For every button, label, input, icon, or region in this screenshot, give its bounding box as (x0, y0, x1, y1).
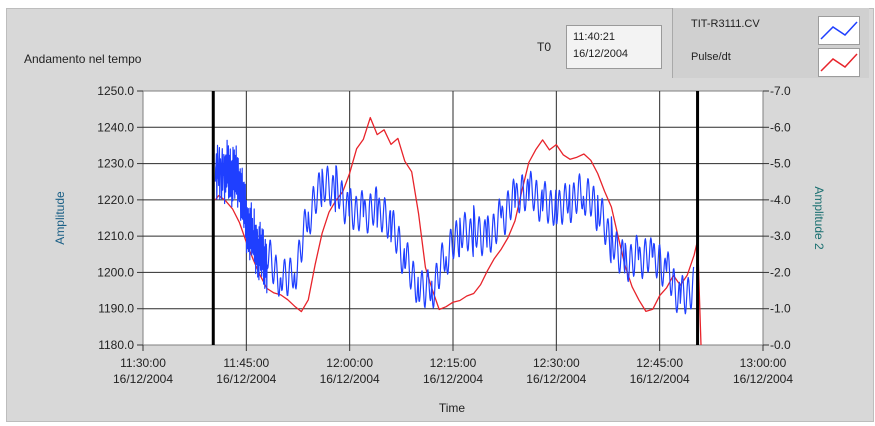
x-axis: 11:30:00 16/12/2004 11:45:00 16/12/2004 12:0… (113, 345, 793, 386)
x-axis-tick-time: 12:00:00 (326, 356, 373, 370)
left-axis-tick-label: 1240.0 (97, 120, 134, 134)
left-axis-tick-label: 1190.0 (98, 302, 134, 316)
cursor-lines[interactable] (211, 91, 700, 345)
graph-title: Andamento nel tempo (24, 52, 142, 66)
right-axis: -7.0 -6.0 -5.0 -4.0 -3.0 -2.0 -1.0 -0.0 (763, 84, 791, 352)
left-axis-label: Amplitude (53, 191, 67, 245)
legend-label-series-1: TIT-R3111.CV (691, 18, 760, 30)
t0-date: 16/12/2004 (573, 48, 629, 60)
x-axis-tick-date: 16/12/2004 (630, 372, 690, 386)
right-axis-tick-label: -4.0 (770, 193, 791, 207)
left-axis: 1250.0 1240.0 1230.0 1220.0 1210.0 1200.0 1190… (97, 84, 143, 352)
t0-time: 11:40:21 (573, 31, 616, 43)
right-axis-tick-label: -5.0 (770, 157, 791, 171)
grid-lines (143, 91, 763, 345)
x-axis-label: Time (439, 401, 466, 415)
legend-line-red-icon[interactable] (818, 48, 860, 77)
right-axis-tick-label: -2.0 (770, 265, 791, 279)
x-axis-tick-time: 13:00:00 (740, 356, 787, 370)
x-axis-tick-time: 11:45:00 (223, 356, 269, 370)
right-axis-tick-label: -1.0 (770, 302, 791, 316)
x-axis-tick-time: 12:15:00 (430, 356, 477, 370)
left-axis-tick-label: 1230.0 (97, 157, 134, 171)
t0-label: T0 (537, 40, 552, 54)
left-axis-tick-label: 1210.0 (97, 229, 134, 243)
left-axis-tick-label: 1180.0 (98, 338, 134, 352)
x-axis-tick-date: 16/12/2004 (733, 372, 793, 386)
x-axis-tick-time: 12:45:00 (636, 356, 683, 370)
right-axis-tick-label: -7.0 (770, 84, 791, 98)
x-axis-tick-date: 16/12/2004 (423, 372, 483, 386)
x-axis-tick-time: 12:30:00 (533, 356, 580, 370)
right-axis-tick-label: -6.0 (770, 120, 791, 134)
x-axis-tick-time: 11:30:00 (120, 356, 166, 370)
right-axis-label: Amplitude 2 (812, 186, 826, 250)
t0-field[interactable]: 11:40:21 16/12/2004 (566, 25, 662, 69)
series-layer (214, 116, 702, 346)
left-axis-tick-label: 1250.0 (97, 84, 134, 98)
right-axis-tick-label: -3.0 (770, 229, 791, 243)
x-axis-tick-date: 16/12/2004 (216, 372, 276, 386)
left-axis-tick-label: 1220.0 (97, 193, 134, 207)
left-axis-tick-label: 1200.0 (97, 265, 134, 279)
x-axis-tick-date: 16/12/2004 (320, 372, 380, 386)
right-axis-tick-label: -0.0 (770, 338, 791, 352)
legend-label-series-2: Pulse/dt (691, 51, 731, 63)
plot-legend[interactable]: TIT-R3111.CV Pulse/dt (672, 8, 869, 78)
series-line-blue (214, 139, 695, 315)
legend-line-blue-icon[interactable] (818, 16, 860, 45)
x-axis-tick-date: 16/12/2004 (526, 372, 586, 386)
x-axis-tick-date: 16/12/2004 (113, 372, 173, 386)
